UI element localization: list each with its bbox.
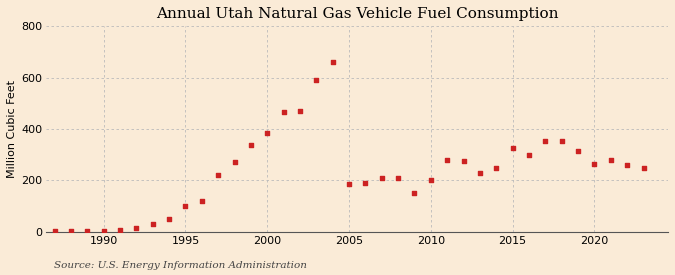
Point [131, 226, 142, 230]
Point [327, 60, 338, 64]
Point [99, 229, 109, 233]
Point [425, 178, 436, 183]
Point [605, 158, 616, 162]
Point [377, 176, 387, 180]
Point [458, 159, 469, 163]
Point [246, 142, 256, 147]
Point [65, 229, 76, 233]
Point [164, 217, 175, 221]
Point [638, 166, 649, 170]
Point [491, 166, 502, 170]
Point [556, 138, 567, 143]
Point [622, 163, 632, 167]
Point [507, 146, 518, 150]
Point [82, 229, 92, 233]
Point [180, 204, 191, 208]
Point [589, 162, 600, 166]
Point [147, 222, 158, 226]
Point [49, 229, 60, 233]
Point [344, 182, 354, 186]
Point [196, 199, 207, 203]
Text: Source: U.S. Energy Information Administration: Source: U.S. Energy Information Administ… [54, 260, 307, 270]
Point [572, 149, 583, 153]
Point [524, 153, 535, 157]
Point [229, 160, 240, 165]
Title: Annual Utah Natural Gas Vehicle Fuel Consumption: Annual Utah Natural Gas Vehicle Fuel Con… [156, 7, 558, 21]
Point [294, 109, 305, 113]
Point [311, 78, 322, 82]
Point [278, 110, 289, 115]
Y-axis label: Million Cubic Feet: Million Cubic Feet [7, 80, 17, 178]
Point [442, 158, 453, 162]
Point [360, 181, 371, 185]
Point [540, 138, 551, 143]
Point [213, 173, 223, 178]
Point [115, 228, 126, 232]
Point [475, 170, 485, 175]
Point [262, 131, 273, 135]
Point [393, 176, 404, 180]
Point [409, 191, 420, 196]
